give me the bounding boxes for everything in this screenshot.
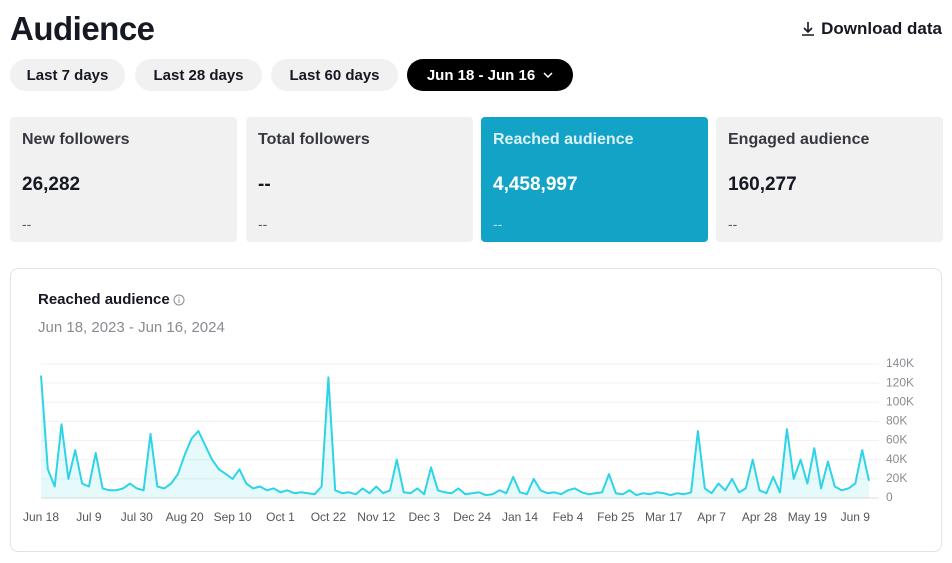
filter-label: Last 60 days [289,66,380,84]
metric-change: -- [22,216,32,232]
metric-change: -- [493,216,503,232]
x-tick-label: Nov 12 [357,510,395,524]
metric-label: Engaged audience [728,131,870,148]
x-tick-label: Jul 9 [76,510,102,524]
chart-title-row: Reached audience [38,291,185,308]
y-tick-label: 100K [886,394,914,408]
download-button[interactable]: Download data [801,19,942,39]
x-tick-label: Apr 28 [742,510,778,524]
metric-value: -- [258,174,271,195]
x-tick-label: Apr 7 [697,510,726,524]
date-range-button[interactable]: Jun 18 - Jun 16 [407,59,573,91]
x-tick-label: Oct 1 [266,510,295,524]
metric-card[interactable]: Reached audience 4,458,997 -- [481,117,708,242]
x-tick-label: Feb 4 [553,510,584,524]
x-tick-label: Feb 25 [597,510,635,524]
x-tick-label: Dec 3 [409,510,441,524]
x-tick-label: Jun 9 [841,510,871,524]
x-tick-label: Aug 20 [166,510,204,524]
y-tick-label: 120K [886,375,914,389]
download-icon [802,22,815,36]
download-label: Download data [821,19,942,38]
chart: 0 20K 40K 60K 80K 100K 120K 140K Jun 18 Jul 9 Jul … [23,356,914,524]
metric-value: 160,277 [728,174,797,195]
x-tick-label: Mar 17 [645,510,683,524]
filter-label: Jun 18 - Jun 16 [426,66,536,84]
y-tick-label: 80K [886,414,907,428]
metric-card[interactable]: Engaged audience 160,277 -- [716,117,943,242]
area [41,375,869,498]
x-tick-label: Jun 18 [23,510,59,524]
y-tick-label: 0 [886,490,893,504]
filter-button[interactable]: Last 28 days [135,59,262,91]
filter-button[interactable]: Last 60 days [271,59,398,91]
metric-change: -- [258,216,268,232]
chevron [543,72,553,78]
x-tick-label: Oct 22 [311,510,347,524]
filter-label: Last 7 days [26,66,109,84]
metric-label: New followers [22,131,130,148]
y-tick-label: 140K [886,356,914,370]
chart-subtitle: Jun 18, 2023 - Jun 16, 2024 [38,319,225,336]
metric-label: Total followers [258,131,370,148]
info-icon[interactable] [173,294,185,306]
filter-button[interactable]: Last 7 days [10,59,125,91]
x-tick-label: Jul 30 [121,510,153,524]
y-tick-label: 20K [886,471,907,485]
metric-card[interactable]: New followers 26,282 -- [10,117,237,242]
chart-title: Reached audience [38,291,170,308]
x-tick-label: Dec 24 [453,510,491,524]
chart-card: Reached audience Jun 18, 2023 - Jun 16, … [10,268,942,552]
x-tick-label: Jan 14 [502,510,538,524]
metric-label: Reached audience [493,131,634,148]
y-tick-label: 60K [886,433,907,447]
metric-change: -- [728,216,738,232]
y-tick-label: 40K [886,452,907,466]
metric-value: 26,282 [22,174,81,195]
page-title: Audience [10,10,155,47]
line [40,375,870,497]
metric-card[interactable]: Total followers -- -- [246,117,473,242]
metric-value: 4,458,997 [493,174,578,195]
filter-label: Last 28 days [153,66,244,84]
x-tick-label: May 19 [788,510,828,524]
x-tick-label: Sep 10 [214,510,252,524]
